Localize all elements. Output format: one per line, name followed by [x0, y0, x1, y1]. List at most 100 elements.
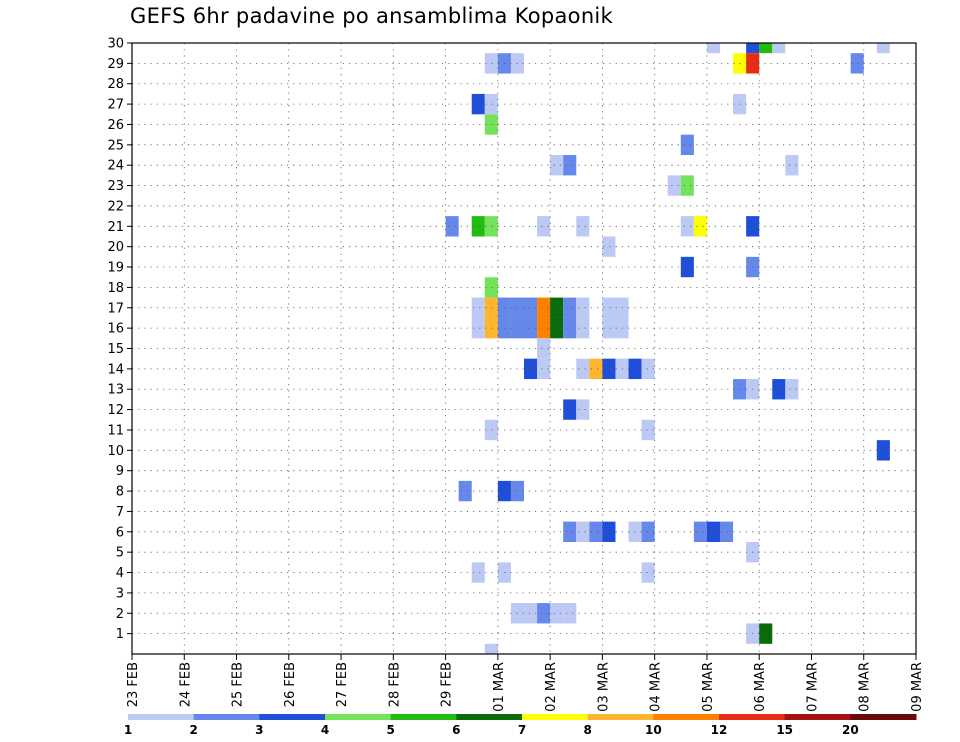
chart-title: GEFS 6hr padavine po ansamblima Kopaonik — [130, 4, 614, 28]
colorbar-swatch — [456, 714, 523, 720]
y-axis: 1234567891011121314151617181920212223242… — [107, 37, 132, 642]
y-tick-label: 12 — [107, 403, 124, 418]
x-tick-label: 27 FEB — [335, 662, 350, 707]
precip-cell — [667, 175, 681, 196]
colorbar-label: 20 — [842, 723, 859, 737]
y-tick-label: 9 — [116, 464, 124, 479]
grid-layer — [132, 42, 916, 654]
y-tick-label: 28 — [107, 77, 124, 92]
colorbar-label: 6 — [452, 723, 460, 737]
precip-cell — [537, 216, 551, 237]
precip-cell — [680, 216, 694, 237]
precip-cell — [537, 603, 551, 624]
precip-cell — [484, 317, 498, 339]
y-tick-label: 23 — [107, 179, 124, 194]
precip-cell — [537, 317, 551, 339]
y-tick-label: 27 — [107, 98, 124, 113]
precip-cell — [484, 53, 498, 74]
y-tick-label: 6 — [116, 525, 124, 540]
precip-cell — [550, 603, 564, 624]
precip-cell — [563, 297, 577, 318]
y-tick-label: 17 — [107, 301, 124, 316]
precip-cell — [537, 338, 551, 359]
y-tick-label: 2 — [116, 607, 124, 622]
x-tick-label: 09 MAR — [910, 662, 925, 712]
precip-cell — [589, 358, 603, 380]
precip-cell — [576, 297, 590, 318]
y-tick-label: 18 — [107, 281, 124, 296]
colorbar-label: 3 — [255, 723, 263, 737]
y-tick-label: 20 — [107, 240, 124, 255]
colorbar-swatch — [390, 714, 457, 720]
precip-cell — [706, 521, 720, 542]
precip-cell — [876, 43, 890, 54]
y-tick-label: 5 — [116, 546, 124, 561]
colorbar-swatch — [522, 714, 589, 720]
x-tick-label: 03 MAR — [596, 662, 611, 712]
precip-cell — [576, 521, 590, 542]
x-axis: 23 FEB 24 FEB 25 FEB 26 FEB 27 FEB 28 FEB 29 F… — [126, 654, 925, 712]
precip-cell — [458, 480, 472, 502]
colorbar-label: 1 — [124, 723, 132, 737]
colorbar-label: 8 — [583, 723, 591, 737]
precip-cell — [602, 297, 616, 318]
x-tick-label: 29 FEB — [440, 662, 455, 707]
precip-cell — [524, 603, 538, 624]
y-tick-label: 30 — [107, 37, 124, 52]
y-tick-label: 14 — [107, 362, 124, 377]
x-tick-label: 02 MAR — [544, 662, 559, 712]
y-tick-label: 16 — [107, 322, 124, 337]
precip-cell — [550, 297, 564, 318]
precip-cell — [445, 216, 459, 237]
precip-cell — [484, 114, 498, 135]
precip-cell — [563, 155, 577, 176]
colorbar-swatch — [259, 714, 326, 720]
precip-cell — [576, 399, 590, 420]
precip-cell — [759, 43, 773, 54]
colorbar-swatch — [193, 714, 260, 720]
precip-cell — [537, 297, 551, 318]
colorbar-label: 2 — [189, 723, 197, 737]
precip-cell — [550, 155, 564, 176]
y-tick-label: 26 — [107, 118, 124, 133]
precip-cell — [537, 358, 551, 380]
precip-cell — [471, 317, 485, 339]
precip-cell — [602, 358, 616, 380]
precip-cell — [484, 419, 498, 441]
precip-cell — [680, 175, 694, 196]
x-tick-label: 24 FEB — [178, 662, 193, 707]
precip-cell — [471, 216, 485, 237]
plot-frame — [131, 42, 917, 655]
colorbar-label: 10 — [645, 723, 662, 737]
y-tick-label: 29 — [107, 57, 124, 72]
y-tick-label: 3 — [116, 586, 124, 601]
x-tick-label: 25 FEB — [231, 662, 246, 707]
precip-cell — [785, 155, 799, 176]
y-tick-label: 4 — [116, 566, 124, 581]
x-tick-label: 28 FEB — [387, 662, 402, 707]
y-tick-label: 1 — [116, 627, 124, 642]
x-tick-label: 01 MAR — [492, 662, 507, 712]
precip-cell — [641, 521, 655, 542]
precip-cell — [759, 623, 773, 644]
colorbar-swatch — [128, 714, 195, 720]
y-tick-label: 19 — [107, 261, 124, 276]
precip-cell — [471, 297, 485, 318]
precip-cell — [484, 297, 498, 318]
precip-cell — [484, 93, 498, 115]
precip-cell — [641, 562, 655, 583]
x-tick-label: 23 FEB — [126, 662, 141, 707]
colorbar-label: 12 — [711, 723, 728, 737]
precip-cell — [589, 521, 603, 542]
y-tick-label: 21 — [107, 220, 124, 235]
precip-cell — [706, 43, 720, 54]
colorbar-swatch — [719, 714, 786, 720]
precip-cell — [563, 317, 577, 339]
y-tick-label: 7 — [116, 505, 124, 520]
x-tick-label: 08 MAR — [858, 662, 873, 712]
precip-cell — [850, 53, 864, 74]
precip-cell — [602, 317, 616, 339]
colorbar-label: 4 — [321, 723, 329, 737]
x-tick-label: 06 MAR — [753, 662, 768, 712]
